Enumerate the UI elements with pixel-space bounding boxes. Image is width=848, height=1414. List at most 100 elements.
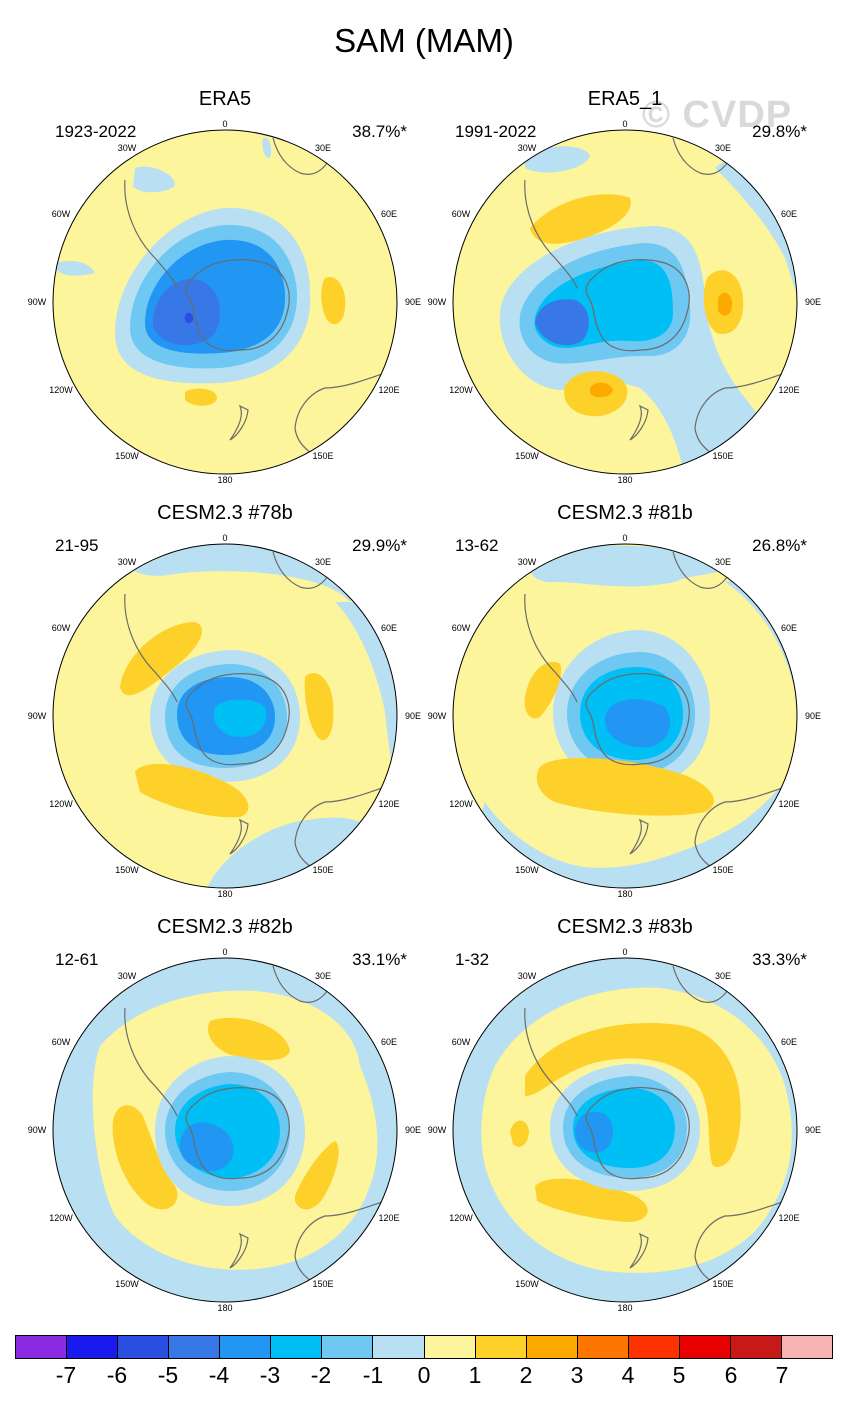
australia-coast	[694, 1200, 786, 1291]
lon-label: 120W	[449, 1213, 473, 1223]
africa-coast	[272, 551, 331, 589]
antarctica-coast	[585, 1087, 690, 1180]
lon-label: 90W	[427, 297, 447, 307]
map-panel-cesm-81b: CESM2.3 #81b 13-62 26.8%* 0 30E 60E 90E …	[425, 502, 825, 902]
lon-label: 150E	[712, 1279, 734, 1289]
lon-label: 120W	[449, 385, 473, 395]
contour-pos1	[207, 1017, 290, 1061]
contour-pos1	[112, 1105, 178, 1210]
lon-label: 0	[222, 947, 228, 957]
lon-label: 120W	[49, 799, 73, 809]
lon-label: 120E	[778, 799, 800, 809]
new-zealand-coast	[229, 818, 249, 855]
africa-coast	[272, 965, 331, 1003]
lon-label: 90E	[404, 711, 422, 721]
lon-label: 90W	[27, 1125, 47, 1135]
lon-label: 60E	[780, 1037, 798, 1047]
panel-title: CESM2.3 #81b	[557, 502, 693, 524]
contour-neg4	[179, 1122, 234, 1171]
lon-label: 0	[622, 119, 628, 129]
contour-neg1	[133, 166, 175, 193]
antarctica-coast	[185, 1087, 290, 1180]
africa-coast	[672, 137, 731, 175]
lon-label: 30E	[314, 557, 332, 567]
lon-label: 30E	[314, 971, 332, 981]
panel-period: 12-61	[55, 950, 99, 969]
lon-label: 30W	[517, 557, 537, 567]
new-zealand-coast	[629, 1232, 649, 1269]
lon-label: 30W	[517, 143, 537, 153]
lon-label: 30E	[714, 143, 732, 153]
new-zealand-coast	[629, 404, 649, 441]
lon-label: 150W	[515, 865, 539, 875]
colorbar-tick-label: -2	[310, 1362, 332, 1388]
contour-neg1	[525, 146, 590, 173]
panel-period: 1991-2022	[455, 122, 537, 141]
colorbar-tick-label: -7	[55, 1362, 77, 1388]
lon-label: 120W	[449, 799, 473, 809]
panel-title: CESM2.3 #82b	[157, 916, 293, 938]
antarctica-coast	[185, 673, 290, 766]
lon-label: 30W	[517, 971, 537, 981]
colorbar-tick-label: 0	[417, 1362, 431, 1388]
cvdp-watermark: © CVDP	[642, 94, 793, 136]
antarctica-coast	[185, 259, 290, 352]
lon-label: 120E	[778, 1213, 800, 1223]
lon-label: 150E	[312, 1279, 334, 1289]
colorbar-box	[16, 1336, 68, 1358]
antarctica-coast	[585, 259, 690, 352]
contour-neg1	[525, 545, 735, 587]
colorbar-tick-label: 6	[724, 1362, 738, 1388]
contour-neg1	[262, 137, 272, 159]
lon-label: 0	[622, 947, 628, 957]
colorbar-box	[118, 1336, 170, 1358]
polar-map	[52, 129, 398, 475]
africa-coast	[672, 965, 731, 1003]
contour-pos1	[530, 194, 631, 244]
lon-label: 150E	[712, 865, 734, 875]
panel-variance-percent: 29.8%*	[752, 122, 807, 141]
lon-label: 90E	[804, 711, 822, 721]
lon-label: 90E	[804, 1125, 822, 1135]
lon-label: 120E	[378, 1213, 400, 1223]
australia-coast	[294, 1200, 386, 1291]
australia-coast	[694, 372, 786, 463]
lon-label: 60W	[451, 209, 471, 219]
map-panel-cesm-83b: CESM2.3 #83b 1-32 33.3%* 0 30E 60E 90E 1…	[425, 916, 825, 1316]
lon-label: 30E	[314, 143, 332, 153]
colorbar-tick-label: 1	[468, 1362, 482, 1388]
lon-label: 60W	[451, 1037, 471, 1047]
contour-pos1	[295, 1141, 339, 1210]
south-america-coast	[124, 179, 178, 289]
africa-coast	[672, 551, 731, 589]
colorbar-tick-label: 7	[775, 1362, 789, 1388]
contour-neg4	[604, 699, 670, 748]
new-zealand-coast	[229, 404, 249, 441]
contour-pos1	[536, 757, 714, 816]
colorbar-tick-label: 3	[570, 1362, 584, 1388]
lon-label: 90E	[804, 297, 822, 307]
colorbar-box	[271, 1336, 323, 1358]
panel-period: 1923-2022	[55, 122, 137, 141]
map-panel-cesm-78b: CESM2.3 #78b 21-95 29.9%* 0 30E 60E 90E …	[25, 502, 425, 902]
australia-coast	[294, 786, 386, 877]
colorbar-box	[424, 1336, 476, 1358]
lon-label: 0	[222, 119, 228, 129]
contour-neg2	[213, 699, 267, 737]
contour-pos1	[321, 277, 346, 325]
lon-label: 90W	[27, 297, 47, 307]
contour-neg5	[184, 312, 194, 324]
lon-label: 0	[222, 533, 228, 543]
contour-neg4	[575, 1111, 614, 1153]
colorbar-box	[577, 1336, 629, 1358]
colorbar-box	[475, 1336, 527, 1358]
colorbar-box	[67, 1336, 119, 1358]
lon-label: 60E	[380, 623, 398, 633]
contour-pos1	[304, 673, 334, 741]
lon-label: 60W	[451, 623, 471, 633]
colorbar-tick-label: 5	[672, 1362, 686, 1388]
lon-label: 150W	[115, 865, 139, 875]
lon-label: 0	[622, 533, 628, 543]
new-zealand-coast	[629, 818, 649, 855]
contour-pos2	[718, 292, 733, 316]
